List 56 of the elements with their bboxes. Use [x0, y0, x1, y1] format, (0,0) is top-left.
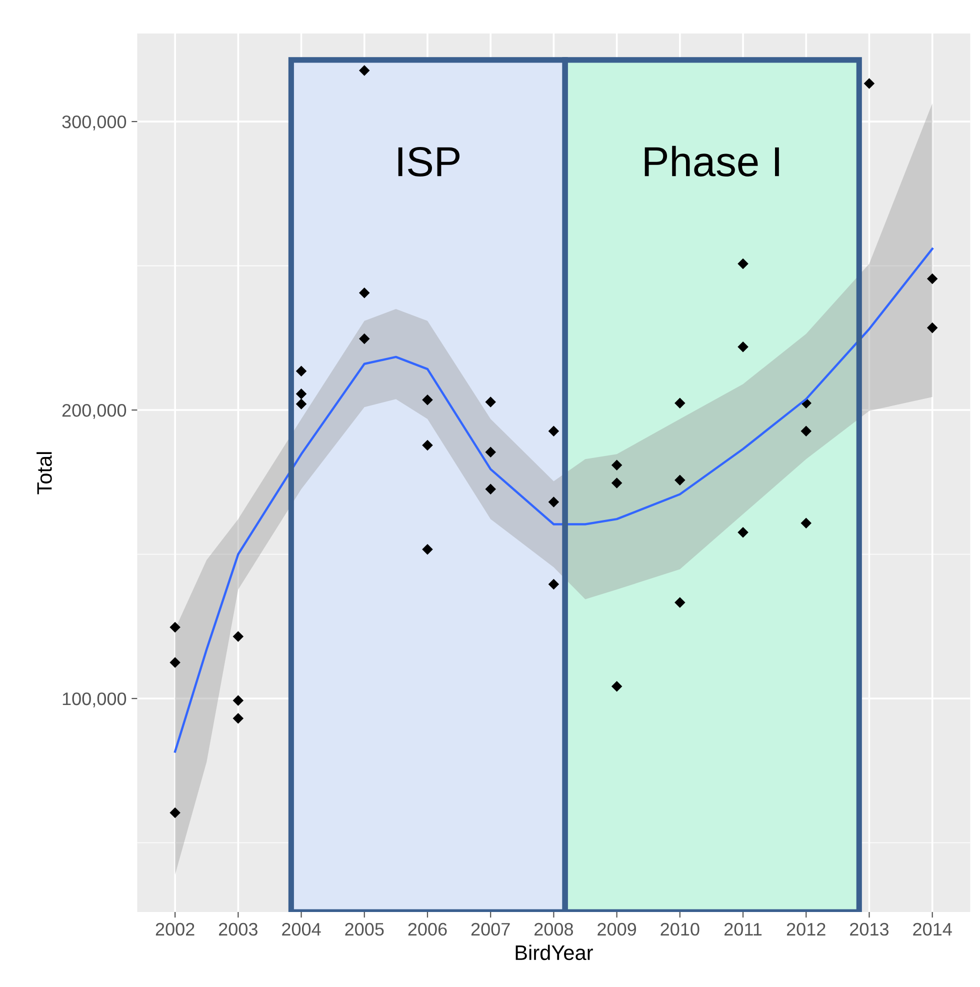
- band-label: ISP: [398, 147, 460, 177]
- point: [611, 460, 622, 471]
- band-label: Phase I: [644, 146, 779, 177]
- point: [359, 288, 370, 298]
- point: [864, 78, 875, 89]
- x-tick-label: 2011: [724, 922, 762, 936]
- x-tick-label: 2006: [408, 922, 447, 936]
- line-series: [174, 248, 934, 753]
- point: [674, 474, 686, 486]
- y-tick-label: 200,000: [62, 404, 126, 419]
- y-tick-label: 300,000: [62, 115, 126, 130]
- x-tick-label: 2002: [156, 922, 194, 936]
- x-tick-label: 2008: [534, 922, 573, 936]
- point: [611, 681, 622, 692]
- point: [611, 478, 622, 488]
- x-tick-label: 2007: [471, 922, 510, 936]
- point: [296, 398, 307, 410]
- x-tick-label: 2014: [913, 922, 952, 936]
- point: [926, 322, 938, 334]
- x-tick-label: 2004: [282, 922, 321, 936]
- point: [674, 597, 686, 608]
- point: [296, 388, 307, 400]
- point: [485, 446, 496, 458]
- point: [926, 273, 938, 284]
- x-tick-label: 2010: [660, 922, 700, 936]
- point: [800, 426, 812, 436]
- point: [232, 713, 244, 724]
- point: [170, 622, 180, 633]
- point: [422, 394, 433, 406]
- point: [422, 440, 433, 451]
- x-tick-label: 2012: [786, 922, 826, 936]
- point: [232, 695, 244, 706]
- point: [170, 807, 180, 818]
- point: [738, 341, 748, 352]
- x-tick-label: 2005: [345, 922, 384, 936]
- x-axis-title: BirdYear: [516, 944, 593, 960]
- x-tick-label: 2009: [598, 922, 636, 936]
- x-tick-label: 2003: [218, 922, 258, 936]
- point: [359, 65, 370, 76]
- point: [232, 631, 244, 642]
- point: [296, 366, 307, 376]
- point: [674, 398, 686, 408]
- point: [422, 544, 433, 555]
- point: [485, 484, 496, 494]
- y-axis-title: Total: [36, 452, 52, 494]
- point: [548, 578, 560, 590]
- point: [170, 657, 180, 668]
- x-tick-label: 2013: [850, 922, 889, 936]
- point: [738, 526, 748, 538]
- y-tick-label: 100,000: [62, 692, 126, 708]
- point: [738, 258, 748, 270]
- point: [359, 333, 370, 344]
- point: [548, 426, 560, 436]
- point: [485, 396, 496, 408]
- point: [800, 518, 812, 528]
- point: [548, 496, 560, 508]
